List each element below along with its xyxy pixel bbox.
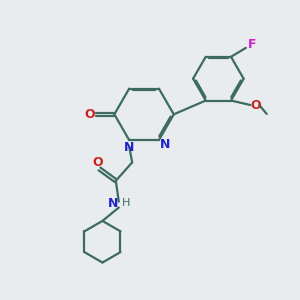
- Text: O: O: [85, 108, 95, 121]
- Text: H: H: [122, 198, 130, 208]
- Text: N: N: [123, 141, 134, 154]
- Text: N: N: [108, 196, 118, 210]
- Text: N: N: [160, 138, 171, 151]
- Text: O: O: [250, 98, 261, 112]
- Text: F: F: [248, 38, 256, 51]
- Text: O: O: [93, 156, 103, 169]
